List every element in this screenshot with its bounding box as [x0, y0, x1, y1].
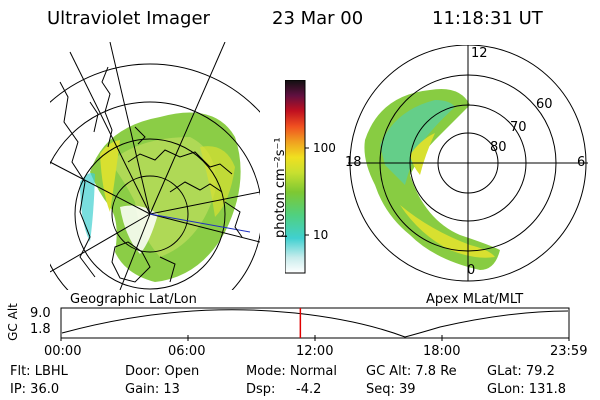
polar-oval-bright2 [410, 133, 435, 175]
timeline-ytick-bottom: 1.8 [30, 322, 51, 337]
left-panel-label: Geographic Lat/Lon [70, 292, 197, 307]
mlt-label-12: 12 [471, 46, 488, 61]
colorbar-unit-label: photon cm⁻²s⁻¹ [273, 137, 288, 238]
info-seq: Seq: 39 [366, 382, 416, 397]
info-gain: Gain: 13 [125, 382, 180, 397]
colorbar-tick-10: 10 [313, 228, 329, 242]
mlt-label-6: 6 [577, 155, 586, 170]
colorbar [285, 80, 309, 274]
timeline-plot [60, 307, 570, 341]
timeline-xtick-0600: 06:00 [168, 344, 206, 359]
timeline-xtick-1200: 12:00 [296, 344, 334, 359]
timeline-axis-label: GC Alt [5, 303, 20, 341]
info-dsp-label: Dsp: [246, 382, 276, 397]
right-panel-label: Apex MLat/MLT [426, 292, 524, 307]
timeline-xtick-0000: 00:00 [44, 344, 82, 359]
mlt-label-0: 0 [467, 263, 476, 278]
time-label: 11:18:31 UT [432, 8, 543, 29]
colorbar-tick-100: 100 [313, 141, 336, 155]
geographic-map [50, 42, 260, 290]
aurora-bright-band [100, 140, 120, 212]
polar-oval-inner [380, 100, 455, 185]
date-label: 23 Mar 00 [272, 8, 364, 29]
info-glon: GLon: 131.8 [487, 382, 567, 397]
info-dsp-value: -4.2 [296, 382, 322, 397]
timeline-ytick-top: 9.0 [30, 306, 51, 321]
polar-plot [348, 45, 588, 282]
instrument-title: Ultraviolet Imager [47, 8, 210, 29]
info-ip: IP: 36.0 [10, 382, 60, 397]
aurora-inner [110, 137, 216, 257]
lat-label-70: 70 [510, 120, 527, 135]
orbit-altitude-curve [61, 309, 569, 338]
info-glat: GLat: 79.2 [487, 364, 555, 379]
lat-label-80: 80 [490, 140, 507, 155]
lat-label-60: 60 [536, 97, 553, 112]
info-door: Door: Open [125, 364, 200, 379]
mlt-label-18: 18 [345, 155, 362, 170]
info-flt: Flt: LBHL [10, 364, 68, 379]
timeline-xtick-1800: 18:00 [423, 344, 461, 359]
timeline-xtick-2359: 23:59 [550, 344, 588, 359]
polar-oval-bright [400, 205, 495, 258]
info-gc-alt: GC Alt: 7.8 Re [366, 364, 457, 379]
info-mode: Mode: Normal [246, 364, 337, 379]
